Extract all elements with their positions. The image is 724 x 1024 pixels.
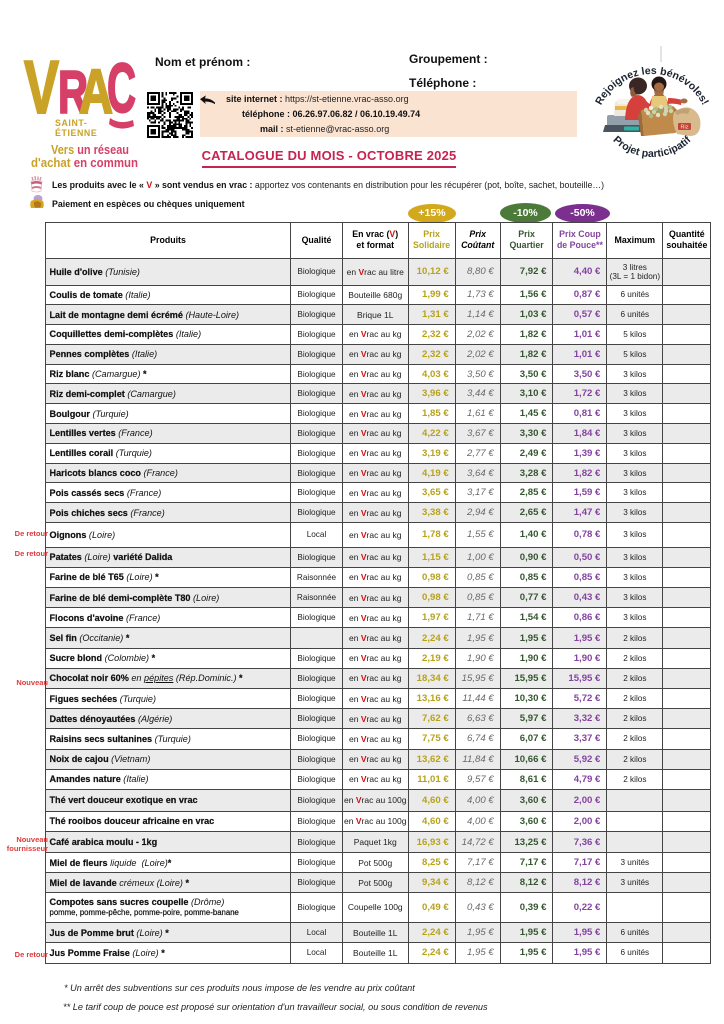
svg-text:ÉTIENNE: ÉTIENNE [55, 128, 97, 138]
svg-text:SAINT-: SAINT- [55, 118, 87, 128]
svg-text:Vers un réseau: Vers un réseau [51, 142, 129, 157]
svg-text:d'achat en commun: d'achat en commun [31, 155, 138, 170]
svg-text:Riz: Riz [681, 125, 689, 131]
svg-text:A: A [79, 57, 113, 127]
svg-text:V: V [24, 45, 59, 129]
svg-text:Projet participatif: Projet participatif [611, 134, 694, 160]
svg-text:R: R [58, 59, 88, 126]
svg-text:C: C [107, 49, 136, 127]
